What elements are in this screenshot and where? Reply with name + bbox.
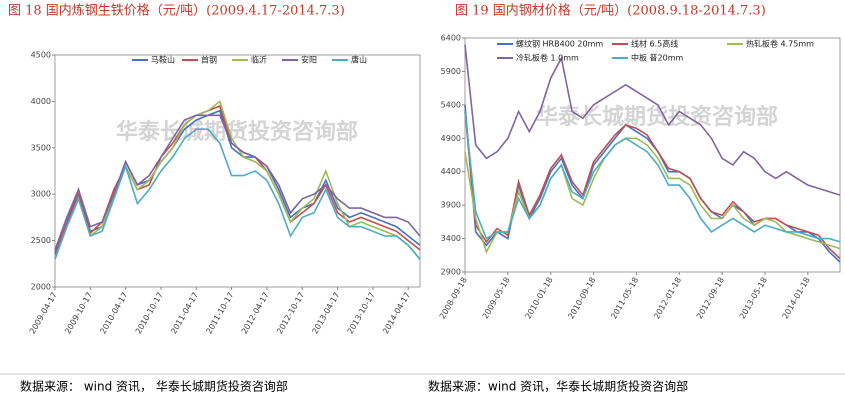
y-tick-label: 4000: [31, 97, 51, 106]
x-tick-label: 2014-01-18: [781, 276, 812, 321]
x-tick-label: 2010-09-18: [566, 276, 597, 321]
y-tick-label: 5400: [441, 100, 461, 109]
y-tick-label: 6400: [441, 34, 461, 43]
series-line: [54, 114, 421, 251]
chart-title: 图 19 国内钢材价格（元/吨）(2008.9.18-2014.7.3): [455, 3, 766, 19]
y-tick-label: 5900: [441, 67, 461, 76]
source-note: 数据来源：wind 资讯，华泰长城期货投资咨询部: [428, 379, 688, 394]
x-tick-label: 2011-10-17: [204, 291, 235, 336]
x-tick-label: 2014-04-17: [381, 291, 412, 336]
legend-label: 唐山: [351, 55, 367, 65]
legend-label: 安阳: [301, 55, 317, 65]
x-tick-label: 2012-04-17: [240, 291, 271, 336]
x-tick-label: 2012-09-18: [695, 276, 726, 321]
legend-label: 螺纹钢 HRB400 20mm: [516, 39, 603, 49]
x-tick-label: 2012-10-17: [275, 291, 306, 336]
x-tick-label: 2012-01-18: [652, 276, 683, 321]
series-line: [464, 111, 841, 260]
legend-label: 冷轧板卷 1.0mm: [516, 53, 579, 63]
legend-label: 马鞍山: [151, 55, 175, 65]
y-tick-label: 3500: [31, 143, 51, 152]
y-tick-label: 2500: [31, 236, 51, 245]
x-tick-label: 2011-04-17: [169, 291, 200, 336]
y-tick-label: 3900: [441, 201, 461, 210]
source-note: 数据来源： wind 资讯， 华泰长城期货投资咨询部: [20, 379, 288, 394]
y-tick-label: 4500: [31, 51, 51, 60]
plot-frame: [464, 37, 841, 273]
chart-title: 图 18 国内炼钢生铁价格（元/吨）(2009.4.17-2014.7.3): [8, 3, 345, 19]
y-tick-label: 3000: [31, 190, 51, 199]
x-tick-label: 2013-05-18: [738, 276, 769, 321]
x-tick-label: 2009-05-18: [481, 276, 512, 321]
y-tick-label: 2900: [441, 268, 461, 277]
watermark: 华泰长城期货投资咨询部: [536, 104, 778, 130]
series-line: [464, 111, 841, 243]
legend-label: 线材 6.5高线: [631, 39, 678, 49]
legend-label: 热轧板卷 4.75mm: [746, 39, 814, 49]
x-tick-label: 2010-01-18: [524, 276, 555, 321]
x-tick-label: 2010-04-17: [98, 291, 129, 336]
legend-label: 临沂: [251, 55, 267, 65]
x-tick-label: 2008-09-18: [438, 276, 469, 321]
x-tick-label: 2010-10-17: [134, 291, 165, 336]
series-line: [464, 44, 841, 196]
x-tick-label: 2013-10-17: [346, 291, 377, 336]
y-tick-label: 3400: [441, 234, 461, 243]
x-tick-label: 2013-04-17: [310, 291, 341, 336]
x-tick-label: 2009-04-17: [28, 291, 59, 336]
series-line: [54, 128, 421, 260]
x-tick-label: 2011-05-18: [609, 276, 640, 321]
y-tick-label: 4400: [441, 167, 461, 176]
legend-label: 首钢: [201, 55, 217, 65]
plot-frame: [54, 54, 421, 288]
y-tick-label: 2000: [31, 283, 51, 292]
x-tick-label: 2009-10-17: [63, 291, 94, 336]
y-tick-label: 4900: [441, 134, 461, 143]
legend-label: 中板 普20mm: [631, 53, 684, 63]
watermark: 华泰长城期货投资咨询部: [116, 119, 358, 145]
